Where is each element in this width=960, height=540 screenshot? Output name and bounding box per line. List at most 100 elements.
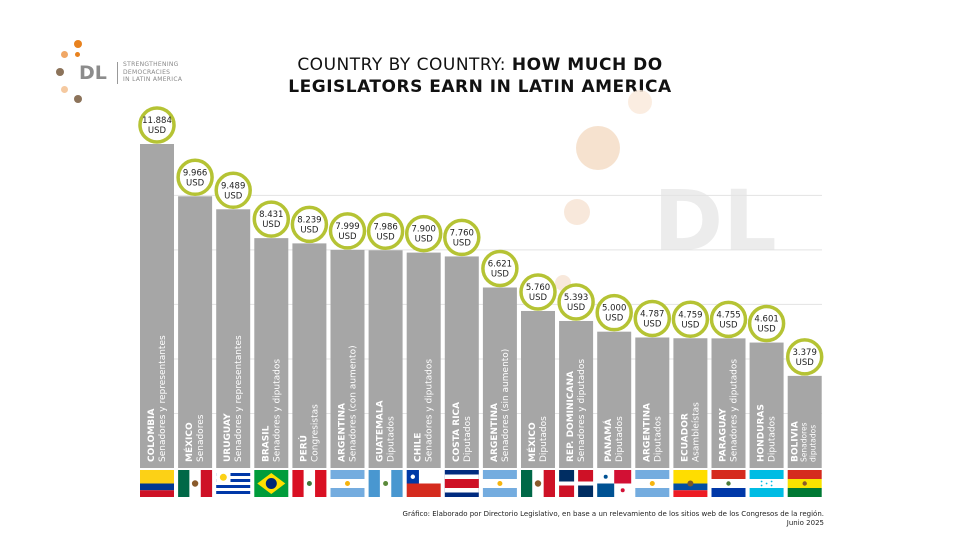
value-unit: USD	[262, 220, 281, 230]
flag-part	[597, 483, 615, 497]
logo-dot	[74, 40, 82, 48]
bar-chamber: Senadores y representantes	[158, 335, 168, 462]
value-label: 7.986	[373, 222, 397, 232]
flag-part	[178, 470, 190, 497]
value-unit: USD	[338, 232, 357, 242]
flag-emblem	[191, 480, 199, 487]
flag-part	[559, 485, 575, 497]
bar-chamber: Senadores y diputados	[730, 359, 740, 462]
bar-label: ECUADORAsambleístas	[680, 402, 701, 462]
bar-chamber: Diputados	[463, 416, 473, 462]
ecuador-flag	[673, 470, 708, 497]
bar-country: ARGENTINA	[338, 403, 348, 462]
bar-country: ARGENTINA	[642, 403, 652, 462]
flag-emblem	[726, 481, 731, 486]
value-badge	[138, 106, 176, 144]
value-label: 3.379	[793, 348, 817, 358]
bar-country: HONDURAS	[757, 404, 767, 462]
flag-part	[543, 470, 555, 497]
flag-part	[578, 485, 594, 497]
bg-circle	[564, 199, 590, 225]
paraguay-flag	[711, 470, 746, 497]
bar	[521, 310, 555, 468]
bar	[254, 238, 289, 468]
value-label: 4.755	[716, 310, 740, 320]
chile-flag	[406, 470, 441, 497]
flag-part	[787, 470, 822, 479]
logo-tagline-line: DEMOCRACIES	[123, 68, 171, 76]
bar-country: COLOMBIA	[147, 409, 157, 462]
mexico-flag	[178, 470, 213, 497]
bolivia-flag	[787, 470, 822, 497]
value-unit: USD	[605, 314, 624, 324]
value-unit: USD	[681, 320, 700, 330]
value-unit: USD	[224, 191, 243, 201]
flag-sun	[649, 481, 655, 486]
value-label: 7.900	[412, 225, 436, 235]
bar	[749, 342, 784, 468]
bar-chamber: Diputados	[387, 416, 397, 462]
bar-label: PARAGUAYSenadores y diputados	[719, 359, 740, 462]
flag-part	[140, 490, 174, 497]
guatemala-flag	[368, 470, 403, 497]
flag-part	[635, 470, 670, 479]
value-unit: USD	[300, 225, 319, 235]
flag-sun	[345, 481, 350, 486]
bar-label: MÉXICODiputados	[526, 416, 549, 462]
flag-part	[635, 488, 670, 497]
value-label: 5.393	[564, 293, 588, 303]
logo-tagline-line: IN LATIN AMERICA	[123, 76, 183, 83]
logo-letters: DL	[79, 62, 107, 84]
bar-chamber: Asambleístas	[691, 402, 701, 462]
panama-flag	[597, 470, 632, 497]
value-label: 8.431	[259, 210, 283, 220]
value-label: 4.787	[640, 309, 664, 319]
bar-label: COLOMBIASenadores y representantes	[147, 335, 168, 462]
flag-star	[770, 484, 773, 487]
value-unit: USD	[148, 126, 167, 136]
argentina-flag	[635, 470, 670, 497]
honduras-flag	[749, 470, 784, 497]
logo-dot	[61, 86, 68, 93]
flag-part	[787, 488, 822, 497]
bar-chamber: Senadores y diputados	[425, 359, 435, 462]
flag-part	[711, 488, 746, 497]
bar	[178, 196, 213, 468]
value-badge	[176, 158, 214, 197]
flag-star	[760, 484, 763, 487]
flag-part	[444, 479, 479, 488]
value-badge	[709, 300, 748, 339]
bg-circle	[576, 126, 620, 170]
bar-chamber: Senadores (sin aumento)	[501, 349, 511, 462]
bar-chamber: Senadores	[196, 414, 206, 462]
flag-star	[770, 480, 773, 483]
value-badge	[481, 249, 519, 288]
bar-chamber: Diputados	[653, 416, 663, 462]
bar	[787, 375, 822, 468]
value-badge	[519, 273, 557, 311]
bar	[673, 338, 708, 468]
value-badge	[404, 214, 443, 253]
bar-country: BOLIVIA	[791, 421, 801, 462]
bar-label: BOLIVIASenadoresdiputados	[791, 421, 818, 462]
value-label: 7.760	[450, 228, 474, 238]
flag-star	[765, 482, 768, 485]
bar-label: CHILESenadores y diputados	[414, 359, 435, 462]
bar-group: URUGUAYSenadores y representantes 9.489US…	[214, 171, 252, 497]
value-badge	[252, 200, 291, 238]
bar-chamber: Diputados	[615, 416, 625, 462]
chart-title-light: COUNTRY BY COUNTRY:	[297, 55, 507, 75]
flag-sun	[219, 473, 227, 481]
bar-label: ARGENTINADiputados	[642, 403, 663, 462]
value-label: 5.000	[602, 304, 626, 314]
flag-part	[673, 483, 708, 491]
value-badge	[557, 283, 595, 321]
